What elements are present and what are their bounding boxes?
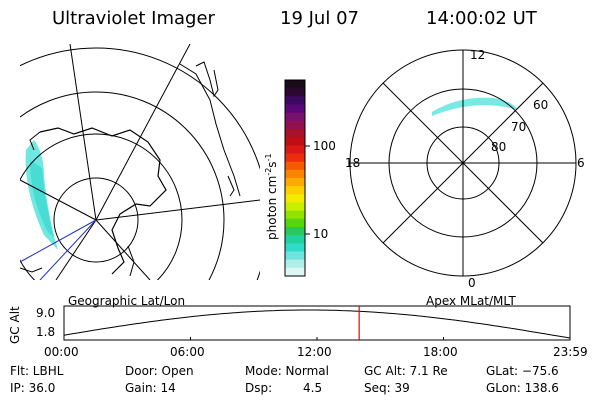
colorbar-segment <box>285 120 305 130</box>
status-dsp-value: 4.5 <box>303 381 323 395</box>
colorbar-segment <box>285 243 305 253</box>
instrument-title: Ultraviolet Imager <box>52 8 215 29</box>
time-label: 14:00:02 UT <box>426 8 537 29</box>
colorbar-segment <box>285 137 305 146</box>
colorbar-segment <box>285 251 305 261</box>
xtick-0600: 06:00 <box>170 345 205 359</box>
status-seq: Seq: 39 <box>364 381 410 395</box>
xtick-1200: 12:00 <box>297 345 332 359</box>
colorbar-segment <box>285 161 305 171</box>
mlt-label-12: 12 <box>470 48 486 62</box>
mag-aurora <box>432 97 518 116</box>
colorbar-segment <box>285 186 305 195</box>
status-filter: Flt: LBHL <box>10 364 64 378</box>
altitude-ytick-top: 9.0 <box>36 306 56 320</box>
colorbar-segment <box>285 153 305 163</box>
colorbar-segment <box>285 227 305 236</box>
colorbar-segment <box>285 218 305 228</box>
status-gc-alt: GC Alt: 7.1 Re <box>364 364 448 378</box>
colorbar-segment <box>285 129 305 138</box>
colorbar-segment <box>285 112 305 122</box>
colorbar-segment <box>285 259 305 269</box>
colorbar-segment <box>285 235 305 244</box>
colorbar-segment <box>285 178 305 187</box>
status-glon: GLon: 138.6 <box>486 381 559 395</box>
status-glat: GLat: −75.6 <box>486 364 559 378</box>
colorbar-segment <box>285 202 305 212</box>
colorbar-segment <box>285 88 305 97</box>
colorbar-segment <box>285 267 305 277</box>
geo-caption: Geographic Lat/Lon <box>68 294 186 308</box>
colorbar-segment <box>285 104 305 114</box>
colorbar-segment <box>285 194 305 204</box>
mlt-label-0: 0 <box>468 276 476 290</box>
altitude-ylabel: GC Alt <box>8 306 22 344</box>
colorbar-segment <box>285 145 305 155</box>
status-dsp-label: Dsp: <box>245 381 273 395</box>
xtick-1800: 18:00 <box>423 345 458 359</box>
status-door: Door: Open <box>125 364 194 378</box>
status-ip: IP: 36.0 <box>10 381 56 395</box>
status-gain: Gain: 14 <box>125 381 176 395</box>
mlat-label-70: 70 <box>511 120 527 134</box>
colorbar-segment <box>285 169 305 179</box>
mlt-label-6: 6 <box>577 156 585 170</box>
mlat-label-80: 80 <box>491 140 507 154</box>
colorbar-tick-100: 100 <box>313 139 336 153</box>
mag-caption: Apex MLat/MLT <box>426 294 516 308</box>
colorbar-segment <box>285 80 305 89</box>
xtick-0000: 00:00 <box>44 345 79 359</box>
colorbar-segment <box>285 210 305 220</box>
mlt-label-18: 18 <box>345 156 361 170</box>
status-mode: Mode: Normal <box>245 364 329 378</box>
colorbar-segment <box>285 96 305 106</box>
xtick-2359: 23:59 <box>553 345 588 359</box>
date-label: 19 Jul 07 <box>280 8 359 29</box>
altitude-ytick-bottom: 1.8 <box>36 325 56 339</box>
mlat-label-60: 60 <box>533 98 549 112</box>
colorbar-tick-10: 10 <box>313 227 329 241</box>
